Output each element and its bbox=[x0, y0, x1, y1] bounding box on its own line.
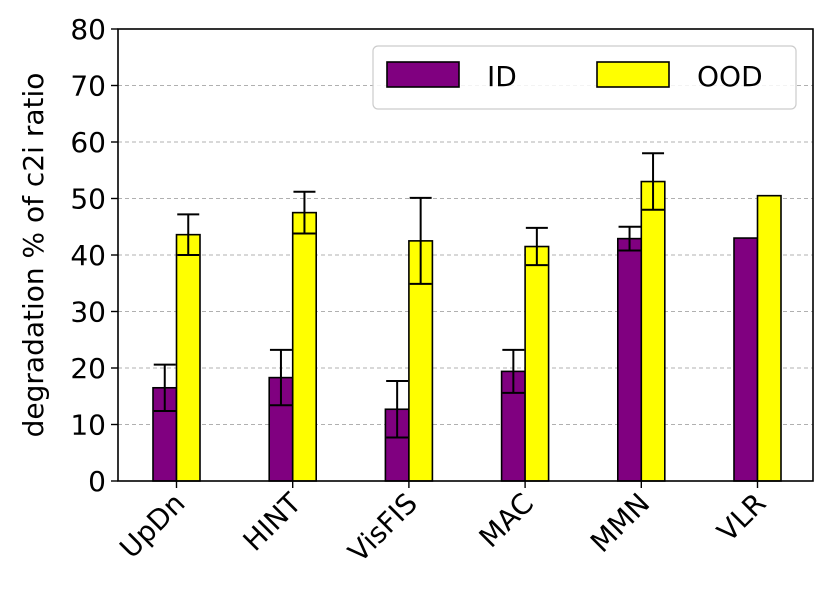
bar-ood-mac bbox=[524, 245, 550, 482]
y-tick-label: 20 bbox=[70, 352, 106, 385]
error-bar bbox=[293, 190, 316, 235]
error-bar bbox=[386, 379, 409, 439]
error-bar bbox=[177, 213, 200, 256]
y-tick-label: 80 bbox=[70, 13, 106, 46]
bar-id-mmn bbox=[616, 237, 643, 482]
x-tick-label: VisFIS bbox=[342, 487, 424, 569]
y-tick-label: 0 bbox=[88, 465, 106, 498]
error-bar bbox=[269, 348, 292, 407]
legend: ID OOD bbox=[372, 45, 797, 110]
bar-ood-updn bbox=[175, 233, 201, 482]
legend-swatch-ood bbox=[596, 61, 670, 88]
legend-label-ood: OOD bbox=[697, 60, 763, 93]
x-tick-label: HINT bbox=[237, 486, 309, 558]
error-bar bbox=[642, 152, 665, 211]
bars bbox=[152, 180, 782, 482]
bar-ood-hint bbox=[291, 211, 318, 482]
x-tick-label: VLR bbox=[711, 487, 773, 549]
error-bars bbox=[153, 152, 665, 439]
error-bar bbox=[618, 225, 641, 252]
legend-label-id: ID bbox=[487, 60, 517, 93]
x-axis-ticks: UpDn HINT VisFIS MAC MMN VLR bbox=[113, 481, 772, 569]
bar-ood-vlr bbox=[756, 194, 782, 482]
error-bar bbox=[502, 348, 525, 394]
y-tick-label: 40 bbox=[70, 239, 106, 272]
legend-box bbox=[372, 45, 797, 110]
y-axis-label: degradation % of c2i ratio bbox=[17, 73, 50, 438]
y-tick-label: 30 bbox=[70, 296, 106, 329]
x-tick-label: MAC bbox=[473, 487, 540, 554]
y-tick-label: 10 bbox=[70, 409, 106, 442]
y-axis-ticks: 0 10 20 30 40 50 60 70 80 bbox=[70, 13, 118, 498]
error-bar bbox=[525, 226, 548, 267]
x-tick-label: MMN bbox=[584, 487, 656, 559]
y-tick-label: 50 bbox=[70, 183, 106, 216]
y-tick-label: 70 bbox=[70, 70, 106, 103]
x-tick-label: UpDn bbox=[113, 487, 191, 565]
error-bar bbox=[153, 363, 176, 412]
error-bar bbox=[409, 196, 432, 285]
bar-ood-mmn bbox=[640, 180, 666, 482]
legend-swatch-id bbox=[386, 61, 460, 88]
y-tick-label: 60 bbox=[70, 126, 106, 159]
bar-id-vlr bbox=[733, 237, 759, 482]
